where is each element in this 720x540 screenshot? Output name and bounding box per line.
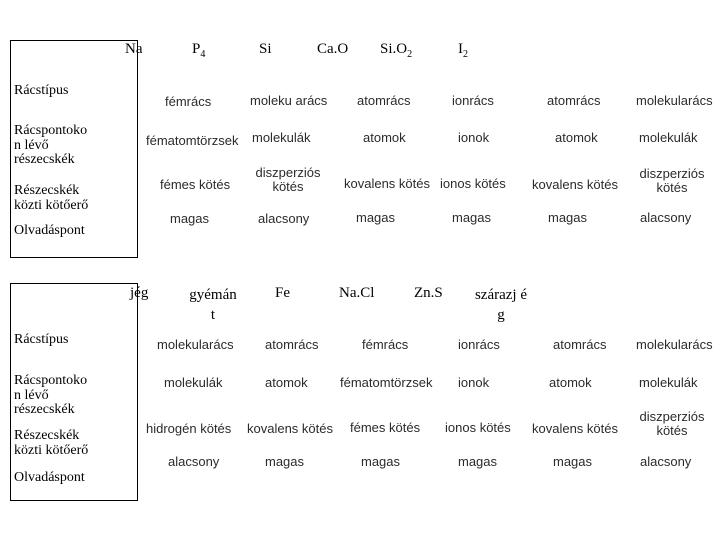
t1-header-cao: Ca.O [317,41,349,57]
t1-cell: molekularács [636,93,713,108]
t1-cell: fémrács [165,94,212,109]
t1-cell: kovalens kötés [532,177,618,192]
t1-cell: magas [356,210,396,225]
t1-cell: magas [170,211,210,226]
t1-cell: magas [452,210,492,225]
t1-cell: moleku arács [250,93,328,108]
t1-header-na: Na [125,41,143,57]
t2-cell: diszperziós kötés [639,409,705,438]
t2-cell: kovalens kötés [532,421,618,436]
t1-cell: atomrács [547,93,601,108]
t2-header-nacl: Na.Cl [339,285,375,301]
t2-cell: magas [553,454,593,469]
t2-row-label-olvadaspont: Olvadáspont [14,470,85,485]
t1-header-si: Si [259,41,272,57]
t1-cell: magas [548,210,588,225]
t2-cell: magas [458,454,498,469]
t2-cell: fémes kötés [350,420,421,435]
t2-cell: ionrács [458,337,500,352]
t2-cell: atomok [549,375,592,390]
t2-cell: alacsony [640,454,692,469]
t1-cell: ionos kötés [440,176,506,191]
t1-cell: ionok [458,130,490,145]
table-1-divider [137,40,138,258]
t2-header-jeg: jég [130,285,149,301]
t2-cell: magas [265,454,305,469]
t1-cell: kovalens kötés [344,176,430,191]
t2-cell: ionos kötés [445,420,511,435]
t1-cell: diszperziós kötés [255,165,321,194]
t1-cell: alacsony [258,211,310,226]
t2-cell: molekularács [636,337,713,352]
t1-cell: fémes kötés [160,177,231,192]
t2-cell: kovalens kötés [247,421,333,436]
t1-cell: atomrács [357,93,411,108]
t2-cell: molekulák [639,375,698,390]
t2-cell: magas [361,454,401,469]
t1-cell: atomok [555,130,598,145]
t1-cell: molekulák [639,130,698,145]
t2-cell: fématomtörzsek [340,375,433,390]
t2-cell: molekulák [164,375,223,390]
t2-row-label-racstipus: Rácstípus [14,332,69,347]
t2-cell: fémrács [362,337,409,352]
t1-cell: molekulák [252,130,311,145]
t1-row-label-racstipus: Rácstípus [14,83,69,98]
t1-header-sio2: Si.O2 [380,41,413,60]
t2-cell: hidrogén kötés [146,421,232,436]
t1-row-label-kotoero: Részecskék közti kötőerő [14,183,89,213]
t2-cell: atomrács [265,337,319,352]
t1-row-label-olvadaspont: Olvadáspont [14,223,85,238]
t2-cell: molekularács [157,337,234,352]
t1-cell: atomok [363,130,406,145]
t2-row-label-kotoero: Részecskék közti kötőerő [14,428,89,458]
t1-row-label-reszecskek: Rácspontoko n lévő részecskék [14,123,88,168]
table-2-divider [137,283,138,501]
t2-cell: atomrács [553,337,607,352]
t1-cell: diszperziós kötés [639,166,705,195]
t2-header-gyemant: gyémán t [189,287,237,323]
t1-cell: ionrács [452,93,494,108]
t2-cell: alacsony [168,454,220,469]
t2-cell: ionok [458,375,490,390]
t1-header-i2: I2 [458,41,468,60]
t1-cell: fématomtörzsek [146,133,239,148]
t2-header-zns: Zn.S [414,285,443,301]
t1-header-p4: P4 [192,41,206,60]
t2-header-fe: Fe [275,285,290,301]
t2-header-szarazjeg: szárazj é g [474,287,528,323]
t2-cell: atomok [265,375,308,390]
t2-row-label-reszecskek: Rácspontoko n lévő részecskék [14,373,88,418]
t1-cell: alacsony [640,210,692,225]
